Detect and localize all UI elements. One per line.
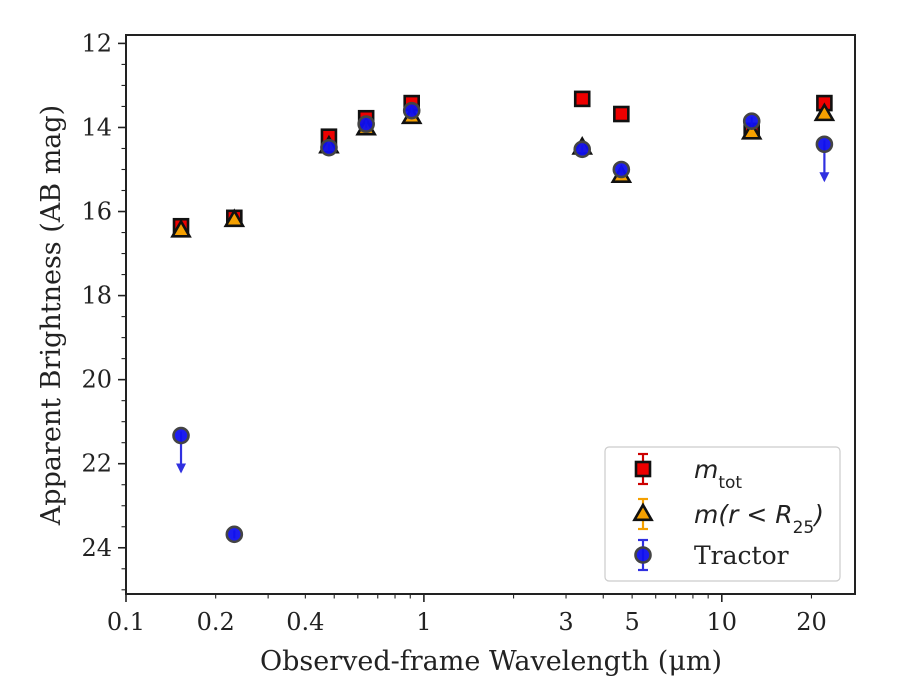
data-point [742, 112, 761, 130]
y-tick-label: 14 [81, 113, 112, 141]
plot-area [125, 34, 856, 595]
data-point [357, 115, 375, 133]
data-point [172, 426, 190, 445]
x-tick-label: 0.1 [107, 608, 145, 636]
legend-entry: Tractor [634, 538, 789, 572]
legend-label: Tractor [694, 541, 789, 570]
upper-limit-arrowhead [819, 172, 830, 183]
series-tractor [172, 101, 834, 544]
legend-entry: mtot [634, 452, 742, 493]
legend-marker [632, 502, 654, 522]
y-tick-label: 12 [81, 29, 112, 57]
data-point [813, 102, 836, 122]
upper-limit-arrowhead [176, 463, 187, 474]
data-point [573, 140, 592, 159]
y-tick-label: 24 [81, 534, 112, 562]
x-tick-label: 3 [558, 608, 573, 636]
legend-box [604, 446, 841, 582]
x-axis-label: Observed-frame Wavelength (μm) [260, 646, 722, 677]
data-point [402, 101, 421, 120]
y-tick-label: 22 [81, 450, 112, 478]
data-point [223, 208, 246, 228]
series-mtot [172, 90, 833, 235]
x-tick-label: 0.2 [197, 608, 235, 636]
x-axis-ticks: 0.1 0.2 0.4 1 3 5 10 20 [107, 594, 827, 636]
x-tick-label: 20 [796, 608, 827, 636]
data-marks [170, 90, 836, 544]
legend-marker [634, 546, 652, 564]
y-axis-ticks: 12 14 16 18 20 22 24 [81, 29, 126, 591]
y-tick-label: 16 [81, 198, 112, 226]
legend-marker [634, 460, 652, 478]
data-point [612, 160, 631, 179]
data-point [170, 218, 192, 238]
x-tick-label: 5 [624, 608, 639, 636]
y-tick-label: 18 [81, 282, 112, 310]
x-tick-label: 10 [707, 608, 738, 636]
data-point [740, 120, 763, 140]
legend: mtot m(r < R25) Tractor [604, 446, 841, 582]
data-point [225, 525, 244, 544]
data-point [815, 135, 834, 154]
series-mr25 [170, 102, 836, 238]
legend-label: m(r < R25) [694, 500, 824, 538]
data-point [613, 105, 630, 123]
legend-entry: m(r < R25) [632, 497, 824, 538]
y-tick-label: 20 [81, 366, 112, 394]
plot-frame [125, 34, 856, 595]
y-axis-label: Apparent Brightness (AB mag) [36, 105, 67, 526]
legend-label: mtot [694, 455, 742, 493]
x-tick-label: 1 [416, 608, 431, 636]
data-point [320, 138, 338, 157]
x-tick-label: 0.4 [286, 608, 324, 636]
data-point [573, 90, 591, 108]
